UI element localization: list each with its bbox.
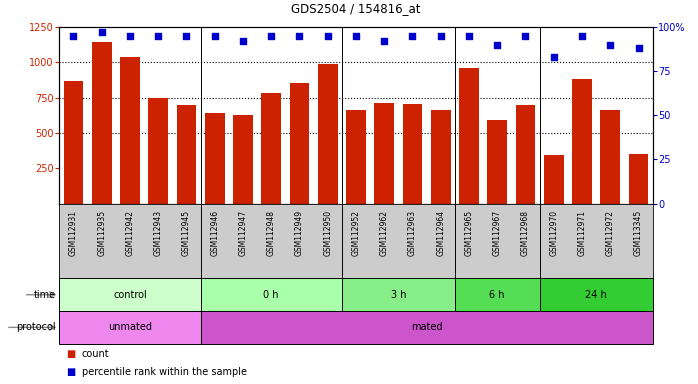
Point: [548, 54, 559, 60]
Point: [378, 38, 389, 44]
Bar: [346, 109, 366, 204]
Bar: [540, 278, 653, 311]
Text: 0 h: 0 h: [263, 290, 279, 300]
Bar: [629, 154, 648, 204]
Text: time: time: [34, 290, 56, 300]
Point: [96, 29, 107, 35]
Bar: [200, 278, 342, 311]
Text: ■: ■: [66, 367, 75, 377]
Text: GSM112935: GSM112935: [97, 210, 106, 256]
Point: [181, 33, 192, 39]
Text: GSM112972: GSM112972: [606, 210, 615, 255]
Point: [266, 33, 277, 39]
Bar: [431, 109, 451, 204]
Point: [350, 33, 362, 39]
Text: GSM112968: GSM112968: [521, 210, 530, 255]
Point: [209, 33, 221, 39]
Text: GSM112964: GSM112964: [436, 210, 445, 256]
Text: GSM113345: GSM113345: [634, 210, 643, 256]
Text: GDS2504 / 154816_at: GDS2504 / 154816_at: [291, 2, 421, 15]
Text: GSM112950: GSM112950: [323, 210, 332, 256]
Bar: [459, 68, 479, 204]
Bar: [374, 103, 394, 204]
Point: [124, 33, 135, 39]
Text: GSM112945: GSM112945: [182, 210, 191, 256]
Text: GSM112965: GSM112965: [464, 210, 473, 256]
Bar: [261, 93, 281, 204]
Bar: [572, 79, 592, 204]
Bar: [59, 311, 200, 344]
Bar: [403, 104, 422, 204]
Text: GSM112963: GSM112963: [408, 210, 417, 256]
Bar: [64, 81, 83, 204]
Bar: [59, 278, 200, 311]
Text: GSM112949: GSM112949: [295, 210, 304, 256]
Text: GSM112947: GSM112947: [239, 210, 248, 256]
Bar: [318, 64, 338, 204]
Text: GSM112931: GSM112931: [69, 210, 78, 255]
Text: GSM112948: GSM112948: [267, 210, 276, 255]
Point: [491, 41, 503, 48]
Text: control: control: [113, 290, 147, 300]
Bar: [148, 98, 168, 204]
Text: 3 h: 3 h: [391, 290, 406, 300]
Text: GSM112943: GSM112943: [154, 210, 163, 256]
Text: 24 h: 24 h: [585, 290, 607, 300]
Text: protocol: protocol: [16, 322, 56, 333]
Point: [520, 33, 531, 39]
Point: [463, 33, 475, 39]
Point: [604, 41, 616, 48]
Text: GSM112970: GSM112970: [549, 210, 558, 256]
Point: [322, 33, 334, 39]
Bar: [600, 109, 620, 204]
Text: 6 h: 6 h: [489, 290, 505, 300]
Text: percentile rank within the sample: percentile rank within the sample: [82, 367, 246, 377]
Bar: [290, 83, 309, 204]
Text: GSM112942: GSM112942: [126, 210, 135, 255]
Point: [68, 33, 79, 39]
Bar: [342, 278, 455, 311]
Point: [237, 38, 248, 44]
Bar: [205, 113, 225, 204]
Bar: [516, 104, 535, 204]
Text: GSM112967: GSM112967: [493, 210, 502, 256]
Text: count: count: [82, 349, 110, 359]
Point: [294, 33, 305, 39]
Text: ■: ■: [66, 349, 75, 359]
Bar: [92, 42, 112, 204]
Point: [407, 33, 418, 39]
Bar: [120, 56, 140, 204]
Bar: [200, 311, 653, 344]
Point: [435, 33, 446, 39]
Bar: [487, 120, 507, 204]
Text: unmated: unmated: [108, 322, 152, 333]
Bar: [177, 105, 196, 204]
Text: GSM112962: GSM112962: [380, 210, 389, 255]
Text: GSM112946: GSM112946: [210, 210, 219, 256]
Point: [153, 33, 164, 39]
Bar: [233, 115, 253, 204]
Point: [577, 33, 588, 39]
Text: GSM112952: GSM112952: [352, 210, 360, 255]
Text: GSM112971: GSM112971: [577, 210, 586, 255]
Text: mated: mated: [411, 322, 443, 333]
Bar: [455, 278, 540, 311]
Bar: [544, 155, 563, 204]
Point: [633, 45, 644, 51]
